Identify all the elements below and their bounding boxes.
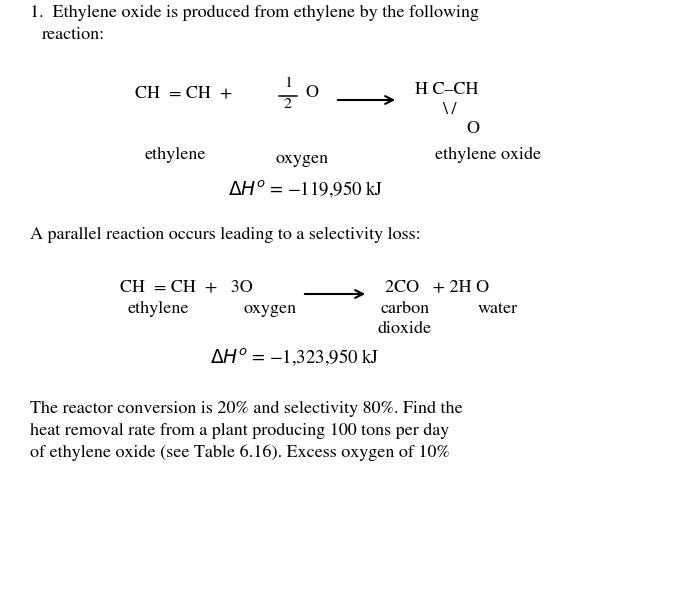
Text: CH₂ = CH₂ +: CH₂ = CH₂ + [135, 85, 232, 101]
Text: ethylene: ethylene [144, 147, 206, 163]
Text: The reactor conversion is 20% and selectivity 80%. Find the: The reactor conversion is 20% and select… [30, 401, 463, 417]
Text: 2: 2 [284, 98, 292, 111]
Text: ethylene oxide: ethylene oxide [435, 147, 541, 163]
Text: oxygen: oxygen [275, 151, 328, 167]
Text: O₂: O₂ [306, 85, 323, 101]
Text: of ethylene oxide (see Table 6.16). Excess oxygen of 10%: of ethylene oxide (see Table 6.16). Exce… [30, 444, 450, 461]
Text: \ /: \ / [442, 102, 456, 118]
Text: 2CO₂  + 2H₂O: 2CO₂ + 2H₂O [385, 279, 489, 295]
Text: ethylene: ethylene [127, 301, 189, 317]
Text: 1.  Ethylene oxide is produced from ethylene by the following: 1. Ethylene oxide is produced from ethyl… [30, 5, 479, 21]
Text: O: O [466, 121, 479, 137]
Text: A parallel reaction occurs leading to a selectivity loss:: A parallel reaction occurs leading to a … [30, 227, 421, 243]
Text: oxygen: oxygen [244, 301, 297, 317]
Text: H₂C–CH₂: H₂C–CH₂ [415, 82, 483, 98]
Text: $\Delta H^{o}$ = −119,950 kJ: $\Delta H^{o}$ = −119,950 kJ [228, 178, 384, 200]
Text: heat removal rate from a plant producing 100 tons per day: heat removal rate from a plant producing… [30, 423, 449, 439]
Text: dioxide: dioxide [378, 321, 432, 337]
Text: water: water [478, 301, 518, 317]
Text: reaction:: reaction: [42, 27, 105, 43]
Text: carbon: carbon [380, 301, 430, 317]
Text: $\Delta H^{o}$ = −1,323,950 kJ: $\Delta H^{o}$ = −1,323,950 kJ [210, 346, 379, 368]
Text: CH₂ = CH₂ +   3O₂: CH₂ = CH₂ + 3O₂ [120, 279, 258, 295]
Text: 1: 1 [284, 76, 292, 90]
